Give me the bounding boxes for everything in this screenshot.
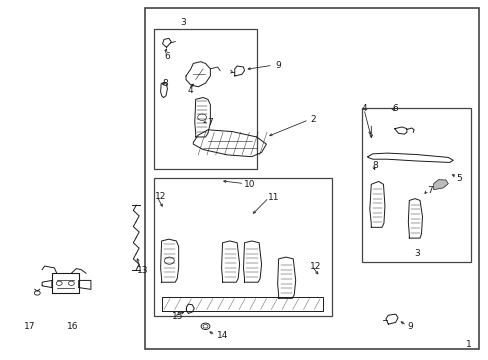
Text: 10: 10 [243,180,255,189]
Text: 8: 8 [163,79,168,88]
Text: 6: 6 [392,104,398,113]
Text: 3: 3 [180,18,186,27]
Text: 12: 12 [155,192,166,201]
Text: 4: 4 [361,104,366,113]
Bar [154,178,331,316]
Bar [154,30,256,169]
Text: 15: 15 [172,312,183,321]
Text: 6: 6 [164,52,170,61]
Text: 13: 13 [137,266,148,275]
Text: 9: 9 [275,61,281,70]
Text: 1: 1 [465,340,471,349]
Text: 7: 7 [207,118,213,127]
Text: 4: 4 [188,86,193,95]
Bar [144,8,478,348]
Text: 5: 5 [455,174,461,183]
Text: 11: 11 [267,193,279,202]
Text: 9: 9 [407,322,412,331]
Text: 7: 7 [426,186,432,195]
Text: 3: 3 [414,249,420,258]
Text: 12: 12 [309,262,320,271]
Text: 16: 16 [67,322,79,331]
Bar [361,108,470,262]
Text: 2: 2 [309,114,315,123]
Text: 14: 14 [216,332,228,341]
Text: 8: 8 [371,161,377,170]
Text: 17: 17 [24,322,36,331]
Polygon shape [433,180,447,190]
